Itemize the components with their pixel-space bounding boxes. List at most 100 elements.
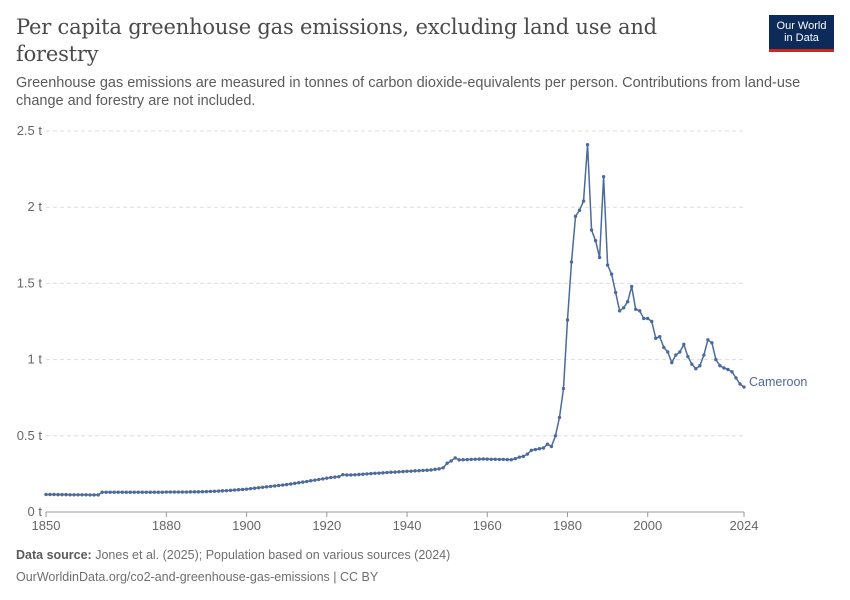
data-point[interactable] <box>228 488 233 493</box>
data-point[interactable] <box>577 208 582 212</box>
data-point[interactable] <box>313 478 317 482</box>
data-point[interactable] <box>329 475 333 480</box>
data-point[interactable] <box>493 457 497 461</box>
data-point[interactable] <box>132 490 136 494</box>
data-point[interactable] <box>405 469 409 474</box>
data-point[interactable] <box>68 493 72 497</box>
data-point[interactable] <box>361 472 365 476</box>
owid-logo[interactable]: Our World in Data <box>769 15 834 52</box>
data-point[interactable] <box>280 483 285 487</box>
data-point[interactable] <box>597 255 602 260</box>
data-point[interactable] <box>357 472 361 477</box>
data-point[interactable] <box>565 318 570 322</box>
data-point[interactable] <box>573 214 578 219</box>
data-point[interactable] <box>128 490 132 494</box>
data-point[interactable] <box>417 469 421 473</box>
data-point[interactable] <box>461 458 465 462</box>
data-point[interactable] <box>437 467 441 471</box>
data-point[interactable] <box>698 364 702 368</box>
data-point[interactable] <box>164 490 169 494</box>
data-point[interactable] <box>593 239 598 243</box>
data-point[interactable] <box>429 468 433 472</box>
data-point[interactable] <box>553 434 558 438</box>
data-point[interactable] <box>220 489 225 493</box>
data-point[interactable] <box>497 457 501 462</box>
data-point[interactable] <box>581 199 586 203</box>
source-text[interactable]: Jones et al. (2025); Population based on… <box>95 548 451 562</box>
data-point[interactable] <box>401 469 405 474</box>
data-point[interactable] <box>152 490 157 494</box>
data-point[interactable] <box>642 316 646 321</box>
data-point[interactable] <box>561 386 566 391</box>
data-point[interactable] <box>569 260 574 264</box>
data-point[interactable] <box>96 493 100 497</box>
data-point[interactable] <box>513 456 518 461</box>
data-point[interactable] <box>489 457 493 461</box>
data-point[interactable] <box>64 492 68 497</box>
data-point[interactable] <box>654 336 658 340</box>
data-point[interactable] <box>104 490 108 494</box>
data-point[interactable] <box>529 448 534 452</box>
data-point[interactable] <box>92 493 96 497</box>
data-point[interactable] <box>734 376 738 380</box>
data-point[interactable] <box>168 490 173 494</box>
data-point[interactable] <box>533 447 538 452</box>
data-point[interactable] <box>477 457 481 461</box>
data-point[interactable] <box>317 477 321 482</box>
data-point[interactable] <box>365 472 369 476</box>
data-point[interactable] <box>469 457 473 462</box>
data-point[interactable] <box>413 469 417 473</box>
data-point[interactable] <box>537 447 542 451</box>
data-point[interactable] <box>541 446 546 450</box>
data-point[interactable] <box>738 382 742 386</box>
data-point[interactable] <box>268 484 273 489</box>
data-point[interactable] <box>682 342 686 347</box>
data-point[interactable] <box>305 479 309 484</box>
data-point[interactable] <box>240 487 245 492</box>
data-point[interactable] <box>625 299 630 304</box>
data-point[interactable] <box>341 472 345 477</box>
data-point[interactable] <box>353 473 357 477</box>
data-point[interactable] <box>710 341 714 345</box>
data-point[interactable] <box>248 486 253 491</box>
data-point[interactable] <box>156 490 161 494</box>
data-point[interactable] <box>373 471 377 475</box>
data-point[interactable] <box>172 490 177 494</box>
data-point[interactable] <box>525 452 530 456</box>
data-point[interactable] <box>686 354 690 359</box>
data-point[interactable] <box>613 290 618 295</box>
data-point[interactable] <box>706 338 710 342</box>
data-point[interactable] <box>726 367 730 372</box>
data-point[interactable] <box>60 492 64 497</box>
data-point[interactable] <box>136 490 140 494</box>
data-point[interactable] <box>244 487 249 491</box>
data-point[interactable] <box>301 480 305 484</box>
series-line-cameroon[interactable] <box>46 143 745 496</box>
data-point[interactable] <box>714 357 718 362</box>
data-point[interactable] <box>116 490 120 494</box>
data-point[interactable] <box>670 360 674 365</box>
data-point[interactable] <box>72 493 76 497</box>
data-point[interactable] <box>549 444 554 449</box>
data-point[interactable] <box>44 492 48 497</box>
data-point[interactable] <box>160 490 165 494</box>
data-point[interactable] <box>212 489 217 493</box>
data-point[interactable] <box>662 345 666 350</box>
data-point[interactable] <box>144 490 148 494</box>
data-point[interactable] <box>256 486 261 490</box>
data-point[interactable] <box>393 470 397 474</box>
data-point[interactable] <box>293 481 297 486</box>
data-point[interactable] <box>260 485 265 490</box>
data-point[interactable] <box>694 367 698 371</box>
data-point[interactable] <box>658 335 662 339</box>
data-point[interactable] <box>192 490 197 494</box>
data-point[interactable] <box>633 307 638 312</box>
data-point[interactable] <box>204 489 209 494</box>
data-point[interactable] <box>545 442 550 446</box>
data-point[interactable] <box>702 353 706 357</box>
data-point[interactable] <box>120 490 124 494</box>
data-point[interactable] <box>180 490 185 494</box>
data-point[interactable] <box>297 481 301 485</box>
data-point[interactable] <box>509 458 514 462</box>
data-point[interactable] <box>666 350 670 354</box>
